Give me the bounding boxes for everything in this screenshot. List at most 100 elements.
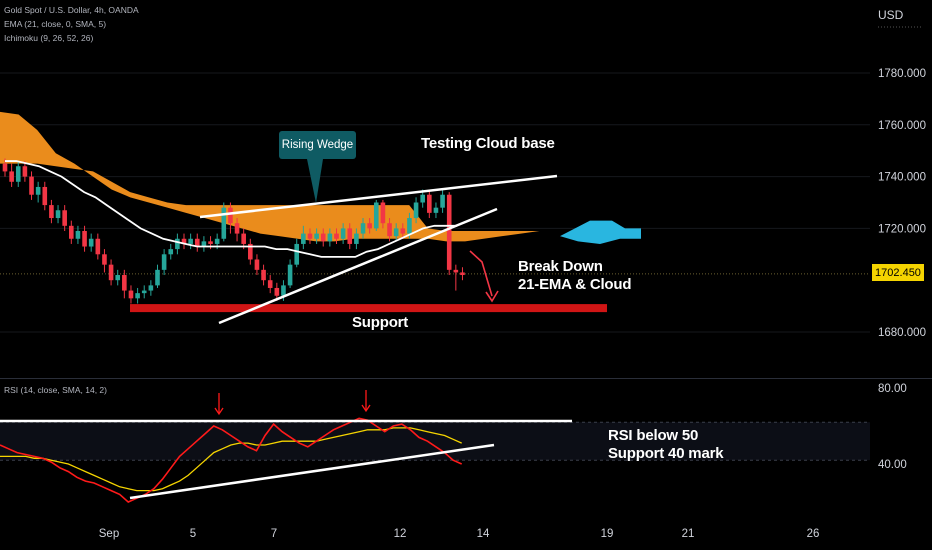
x-tick-label: 26 [807, 528, 820, 540]
candle [35, 186, 41, 195]
y-tick-label: 1720.000 [878, 223, 926, 235]
candle [334, 233, 339, 239]
candle [201, 241, 207, 247]
candle [287, 264, 293, 286]
candle [208, 241, 213, 244]
y-tick-label: 1780.000 [878, 68, 926, 80]
candle [108, 264, 114, 281]
candle [347, 228, 353, 244]
rsi-support-line [129, 443, 495, 500]
candle [327, 233, 333, 242]
candle [168, 249, 174, 255]
rising-wedge-callout: Rising Wedge [279, 131, 356, 159]
ema-21-line [5, 160, 457, 258]
candle [228, 207, 233, 224]
legend-ema: EMA (21, close, 0, SMA, 5) [4, 19, 107, 29]
candles [2, 158, 465, 304]
candle [9, 171, 14, 182]
candle [135, 293, 140, 299]
rsi-arrow-head [361, 404, 371, 413]
candle [128, 290, 134, 299]
candle [254, 259, 260, 270]
x-tick-label: 21 [682, 528, 695, 540]
candle [155, 269, 160, 286]
x-tick-label: 7 [271, 528, 277, 540]
candle [214, 238, 220, 244]
candle [360, 223, 366, 234]
breakdown-arrow-line [469, 250, 493, 297]
candle [400, 228, 406, 234]
candle [274, 287, 280, 296]
breakdown-note-line1: Break Down [518, 258, 603, 275]
candle [393, 228, 399, 237]
grid [0, 72, 932, 379]
candle [49, 205, 54, 219]
breakdown-note-line2: 21-EMA & Cloud [518, 276, 632, 293]
ema-line [5, 160, 457, 258]
candle [248, 243, 253, 260]
candle [387, 223, 392, 237]
support-bar [130, 304, 607, 313]
breakdown-arrow-head [485, 290, 499, 303]
y-tick-label: 1740.000 [878, 172, 926, 184]
rsi-line [0, 417, 463, 503]
candle [29, 176, 34, 195]
candle [301, 233, 306, 244]
candle [75, 230, 81, 239]
rsi-tick-label: 40.00 [878, 459, 907, 471]
support-note: Support [352, 314, 409, 331]
candle [141, 290, 147, 294]
rsi-ma-line [0, 427, 462, 492]
candle [460, 272, 465, 276]
y-tick-label: 1680.000 [878, 327, 926, 339]
candle [340, 228, 346, 239]
candle [420, 194, 425, 203]
candle [453, 269, 459, 273]
candle [15, 166, 21, 182]
candle [95, 238, 101, 255]
candle [181, 238, 187, 244]
candle [55, 210, 61, 219]
candle [314, 233, 319, 239]
candle [261, 269, 266, 281]
cloud-bearish [0, 111, 540, 242]
testing-cloud-note: Testing Cloud base [421, 135, 555, 152]
candle [354, 233, 359, 244]
candle [148, 285, 154, 291]
axes: USD 1780.000 1760.000 1740.000 1720.000 1680.… [99, 8, 926, 540]
candle [88, 238, 94, 247]
legend-rsi: RSI (14, close, SMA, 14, 2) [4, 385, 107, 395]
currency-label: USD [878, 8, 904, 22]
x-tick-label: Sep [99, 528, 119, 540]
x-tick-label: 5 [190, 528, 196, 540]
candle [367, 223, 372, 229]
candle [380, 202, 386, 224]
candle [433, 207, 439, 213]
candle [69, 225, 74, 239]
candle [115, 275, 121, 281]
candle [194, 238, 200, 247]
cloud-bullish [560, 220, 641, 244]
rsi-tick-label: 80.00 [878, 383, 907, 395]
candle [320, 233, 326, 242]
wedge-lower-line [218, 207, 498, 325]
last-price-tag: 1702.450 [872, 264, 924, 281]
legend-symbol: Gold Spot / U.S. Dollar, 4h, OANDA [4, 5, 139, 15]
rsi-note-line1: RSI below 50 [608, 427, 699, 444]
candle [267, 280, 273, 288]
candle [188, 238, 193, 244]
candle [42, 186, 48, 206]
legend-ichimoku: Ichimoku (9, 26, 52, 26) [4, 33, 94, 43]
candle [22, 166, 28, 177]
y-tick-label: 1760.000 [878, 120, 926, 132]
candle [407, 218, 412, 234]
candle [2, 163, 8, 172]
rsi-note-line2: Support 40 mark [608, 445, 724, 462]
candle [102, 254, 107, 265]
candle [440, 194, 445, 208]
rsi-pane [0, 390, 870, 503]
candle [221, 207, 227, 239]
candle [241, 233, 246, 244]
x-tick-label: 14 [477, 528, 490, 540]
